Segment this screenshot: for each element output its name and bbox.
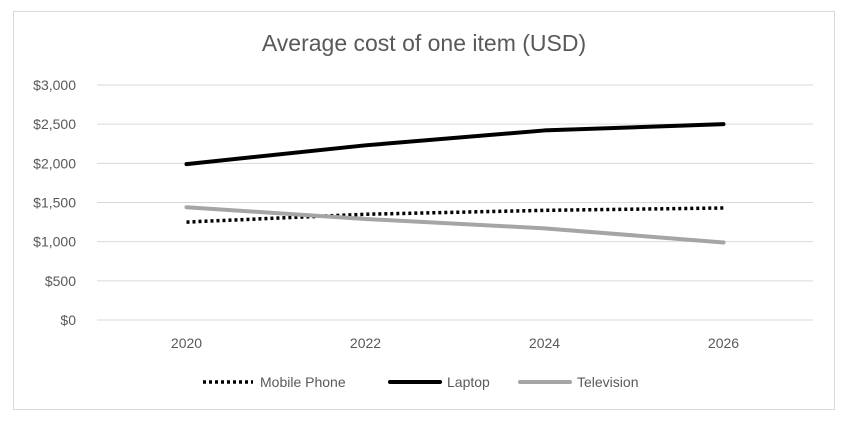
series-lines xyxy=(184,122,726,245)
legend-label: Mobile Phone xyxy=(260,374,346,390)
gridlines xyxy=(97,84,813,321)
chart-frame xyxy=(13,11,835,410)
series-line-laptop xyxy=(184,122,726,167)
y-tick-label: $500 xyxy=(45,273,76,289)
y-tick-label: $1,500 xyxy=(33,195,76,211)
legend-label: Television xyxy=(577,374,638,390)
y-tick-label: $3,000 xyxy=(33,77,76,93)
y-tick-label: $2,500 xyxy=(33,116,76,132)
legend-label: Laptop xyxy=(447,374,490,390)
legend: Mobile Phone Laptop Television xyxy=(203,374,638,390)
series-line-television xyxy=(184,205,726,245)
series-line-mobile-phone xyxy=(186,206,724,224)
x-tick-label: 2024 xyxy=(529,335,560,351)
y-tick-label: $1,000 xyxy=(33,234,76,250)
chart-title: Average cost of one item (USD) xyxy=(261,30,587,56)
x-tick-label: 2026 xyxy=(708,335,739,351)
y-axis-tick-labels: $0 $500 $1,000 $1,500 $2,000 $2,500 $3,000 xyxy=(33,77,76,328)
y-tick-label: $2,000 xyxy=(33,155,76,171)
x-tick-label: 2022 xyxy=(350,335,381,351)
x-tick-label: 2020 xyxy=(171,335,202,351)
y-tick-label: $0 xyxy=(60,312,76,328)
x-axis-tick-labels: 2020 2022 2024 2026 xyxy=(171,335,739,351)
